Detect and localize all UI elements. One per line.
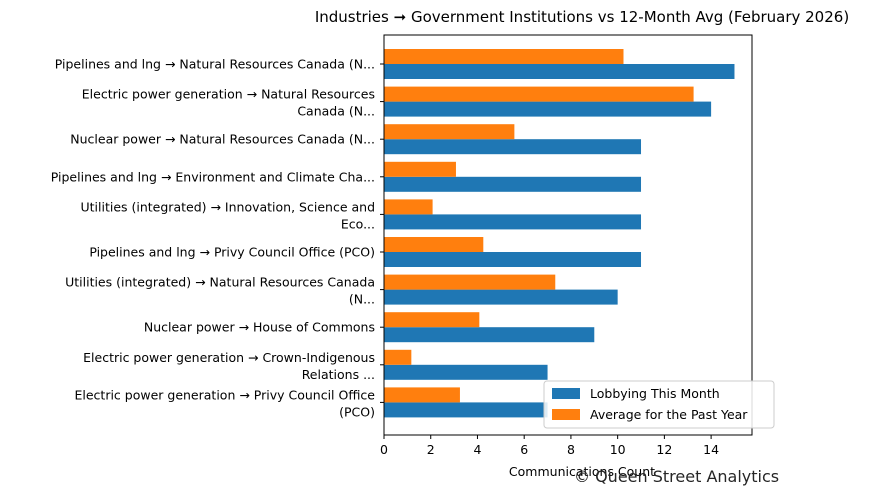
chart-title: Industries ➞ Government Institutions vs … [315,8,849,26]
y-tick-label: Utilities (integrated) → Natural Resourc… [65,275,375,307]
y-tick-layer: Pipelines and lng → Natural Resources Ca… [51,57,384,419]
bar-this-month [384,64,735,79]
bar-past-year-avg [384,199,433,215]
legend: Lobbying This Month Average for the Past… [543,380,775,429]
x-tick-label: 4 [473,442,481,457]
bar-past-year-avg [384,312,480,328]
bar-this-month [384,101,712,117]
bar-past-year-avg [384,161,456,177]
bar-past-year-avg [384,349,412,365]
plot-frame [383,34,753,436]
x-tick-label: 8 [567,442,575,457]
legend-label-series-1: Lobbying This Month [590,386,720,401]
bar-past-year-avg [384,387,460,403]
bar-past-year-avg [384,237,484,252]
y-tick-label: Nuclear power → House of Commons [144,320,375,335]
bar-past-year-avg [384,124,515,140]
x-tick-layer: 0 2 4 6 8 10 12 14 [380,435,719,457]
bar-this-month [384,139,642,155]
credit-watermark: © Queen Street Analytics [574,467,779,486]
bar-this-month [384,252,642,267]
y-tick-label: Electric power generation → Natural Reso… [82,87,375,119]
y-tick-label: Pipelines and lng → Environment and Clim… [51,169,375,184]
bar-this-month [384,289,618,305]
bar-this-month [384,214,642,230]
bar-this-month [384,364,548,380]
y-tick-label: Electric power generation → Crown-Indige… [83,350,375,382]
y-tick-label: Utilities (integrated) → Innovation, Sci… [80,199,375,231]
legend-box [543,380,775,429]
bar-past-year-avg [384,86,694,102]
x-axis-label: Communications Count [509,464,655,479]
bar-past-year-avg [384,274,556,290]
x-tick-label: 14 [703,442,719,457]
bar-this-month [384,176,642,192]
x-tick-label: 2 [427,442,435,457]
y-tick-label: Nuclear power → Natural Resources Canada… [70,132,375,147]
bar-this-month [384,327,595,343]
legend-swatch-series-2 [552,409,580,420]
y-tick-label: Pipelines and lng → Privy Council Office… [89,245,375,260]
bars-layer [384,49,735,418]
x-tick-label: 10 [610,442,626,457]
y-tick-label: Electric power generation → Privy Counci… [74,387,375,419]
x-tick-label: 0 [380,442,388,457]
x-tick-label: 6 [520,442,528,457]
legend-label-series-2: Average for the Past Year [590,407,748,422]
x-tick-label: 12 [656,442,672,457]
bar-this-month [384,402,548,418]
bar-past-year-avg [384,49,624,64]
y-tick-label: Pipelines and lng → Natural Resources Ca… [55,57,375,72]
legend-swatch-series-1 [552,388,580,399]
